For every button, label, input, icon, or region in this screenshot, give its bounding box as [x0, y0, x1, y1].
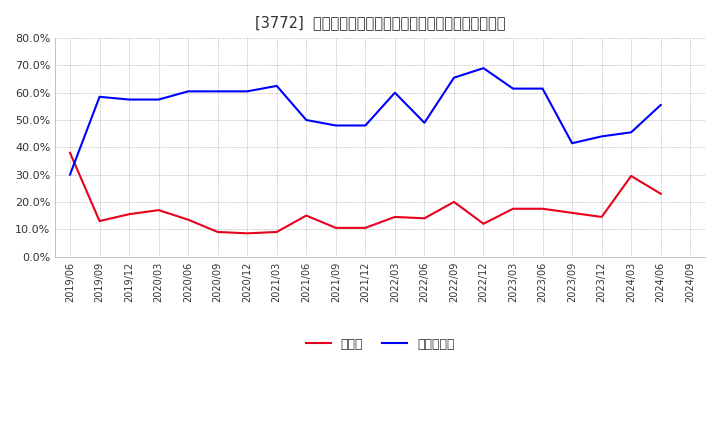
- 有利子負債: [154, 97, 163, 102]
- 有利子負債: [95, 94, 104, 99]
- 現須金: [213, 229, 222, 235]
- 有利子負債: [243, 89, 251, 94]
- 有利子負債: [125, 97, 133, 102]
- 現須金: [509, 206, 518, 211]
- 現須金: [125, 212, 133, 217]
- 有利子負債: [657, 103, 665, 108]
- 現須金: [539, 206, 547, 211]
- 有利子負債: [449, 75, 458, 81]
- 有利子負債: [539, 86, 547, 91]
- 有利子負債: [568, 141, 577, 146]
- 有利子負債: [272, 83, 281, 88]
- 現須金: [95, 218, 104, 224]
- 有利子負債: [480, 66, 488, 71]
- 有利子負債: [509, 86, 518, 91]
- 有利子負債: [598, 134, 606, 139]
- Line: 現須金: 現須金: [70, 153, 661, 233]
- 有利子負債: [627, 130, 636, 135]
- 現須金: [449, 199, 458, 205]
- 現須金: [272, 229, 281, 235]
- 現須金: [420, 216, 428, 221]
- 現須金: [154, 208, 163, 213]
- 現須金: [480, 221, 488, 227]
- 現須金: [390, 214, 399, 220]
- 有利子負債: [361, 123, 369, 128]
- 有利子負債: [66, 172, 74, 177]
- Title: [3772]  現須金、有利子負債の総資産に対する比率の推移: [3772] 現須金、有利子負債の総資産に対する比率の推移: [255, 15, 505, 30]
- 現須金: [184, 217, 192, 222]
- 現須金: [568, 210, 577, 216]
- 有利子負債: [420, 120, 428, 125]
- 現須金: [598, 214, 606, 220]
- 有利子負債: [390, 90, 399, 95]
- 現須金: [66, 150, 74, 155]
- 有利子負債: [302, 117, 310, 123]
- 有利子負債: [213, 89, 222, 94]
- Line: 有利子負債: 有利子負債: [70, 68, 661, 175]
- 現須金: [627, 173, 636, 179]
- 現須金: [657, 191, 665, 196]
- Legend: 現須金, 有利子負債: 現須金, 有利子負債: [301, 333, 459, 356]
- 現須金: [331, 225, 340, 231]
- 現須金: [243, 231, 251, 236]
- 現須金: [302, 213, 310, 218]
- 有利子負債: [184, 89, 192, 94]
- 有利子負債: [331, 123, 340, 128]
- 現須金: [361, 225, 369, 231]
